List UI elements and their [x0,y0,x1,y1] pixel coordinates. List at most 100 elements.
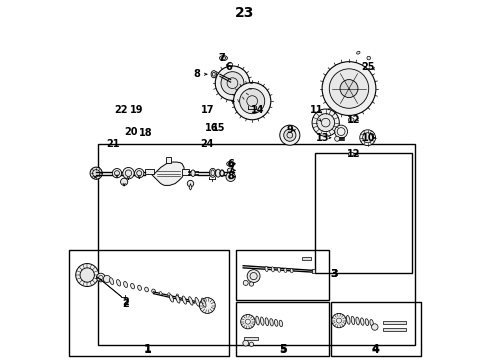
Bar [98,144,416,345]
Text: 10: 10 [362,133,375,143]
Polygon shape [95,167,98,178]
Ellipse shape [189,297,193,305]
Ellipse shape [168,293,171,296]
Ellipse shape [256,316,259,325]
Text: 4: 4 [372,345,380,355]
Circle shape [80,268,95,282]
Ellipse shape [131,283,135,289]
Ellipse shape [220,55,227,60]
Circle shape [317,114,335,132]
Ellipse shape [274,319,278,326]
Polygon shape [145,169,153,174]
Circle shape [332,314,346,328]
Text: 6: 6 [227,159,234,169]
Polygon shape [302,257,311,260]
Circle shape [122,167,134,179]
Text: 12: 12 [347,149,361,159]
Ellipse shape [348,118,354,122]
Text: 7: 7 [227,165,234,175]
Ellipse shape [370,320,373,326]
Text: 13: 13 [316,133,330,143]
Circle shape [135,168,144,178]
Text: 24: 24 [200,139,214,149]
Ellipse shape [123,282,127,287]
Circle shape [329,69,368,108]
Ellipse shape [145,287,148,292]
Ellipse shape [159,292,162,295]
Ellipse shape [271,267,274,272]
Polygon shape [245,337,258,339]
Circle shape [322,62,376,116]
Circle shape [367,56,370,60]
Text: 22: 22 [115,105,128,115]
Ellipse shape [170,294,173,302]
Ellipse shape [227,161,235,166]
Circle shape [199,298,215,314]
Polygon shape [383,321,406,324]
Text: 8: 8 [194,69,201,79]
Circle shape [221,72,244,95]
Circle shape [241,315,255,329]
Ellipse shape [346,315,350,324]
Ellipse shape [152,289,155,293]
Text: 2: 2 [122,299,129,309]
Ellipse shape [191,170,195,176]
Circle shape [76,264,98,287]
Circle shape [284,129,296,141]
Text: 15: 15 [213,123,226,133]
Circle shape [226,172,235,181]
Text: 6: 6 [225,62,232,72]
Circle shape [360,130,375,145]
Text: 19: 19 [130,105,144,115]
Ellipse shape [361,318,364,325]
Circle shape [240,89,265,114]
Text: 20: 20 [124,127,138,136]
Text: 3: 3 [330,269,338,279]
Text: 17: 17 [200,105,214,115]
Polygon shape [312,269,315,273]
Ellipse shape [278,267,281,272]
Ellipse shape [176,294,179,297]
Ellipse shape [182,296,187,304]
Circle shape [243,280,248,285]
Ellipse shape [216,169,220,177]
Text: 23: 23 [235,6,255,20]
Text: 2: 2 [122,297,129,307]
Ellipse shape [284,268,287,273]
Circle shape [247,270,260,283]
Text: 3: 3 [330,269,338,279]
Ellipse shape [279,320,283,327]
Circle shape [335,136,340,141]
Ellipse shape [270,319,273,326]
Polygon shape [182,169,190,175]
Bar [236,302,329,356]
Ellipse shape [348,152,354,156]
Ellipse shape [117,280,121,286]
Circle shape [103,275,111,283]
Text: 14: 14 [251,105,264,115]
Polygon shape [152,162,184,185]
Text: 7: 7 [219,53,225,63]
Text: 21: 21 [106,139,120,149]
Text: 12: 12 [347,115,361,125]
Text: 11: 11 [310,105,323,115]
Ellipse shape [109,278,114,284]
Ellipse shape [227,168,234,173]
Text: 1: 1 [144,345,151,355]
Ellipse shape [138,285,142,291]
Text: 4: 4 [372,344,380,354]
Bar [315,153,412,273]
Polygon shape [166,157,172,163]
Ellipse shape [195,297,199,306]
Text: 8: 8 [227,171,234,181]
Ellipse shape [220,170,224,177]
Circle shape [121,178,128,185]
Text: 25: 25 [361,62,374,72]
Bar [69,250,229,356]
Polygon shape [383,328,406,330]
Circle shape [363,133,373,143]
Ellipse shape [201,298,206,307]
Ellipse shape [261,317,264,325]
Circle shape [312,109,339,136]
Circle shape [187,180,194,187]
